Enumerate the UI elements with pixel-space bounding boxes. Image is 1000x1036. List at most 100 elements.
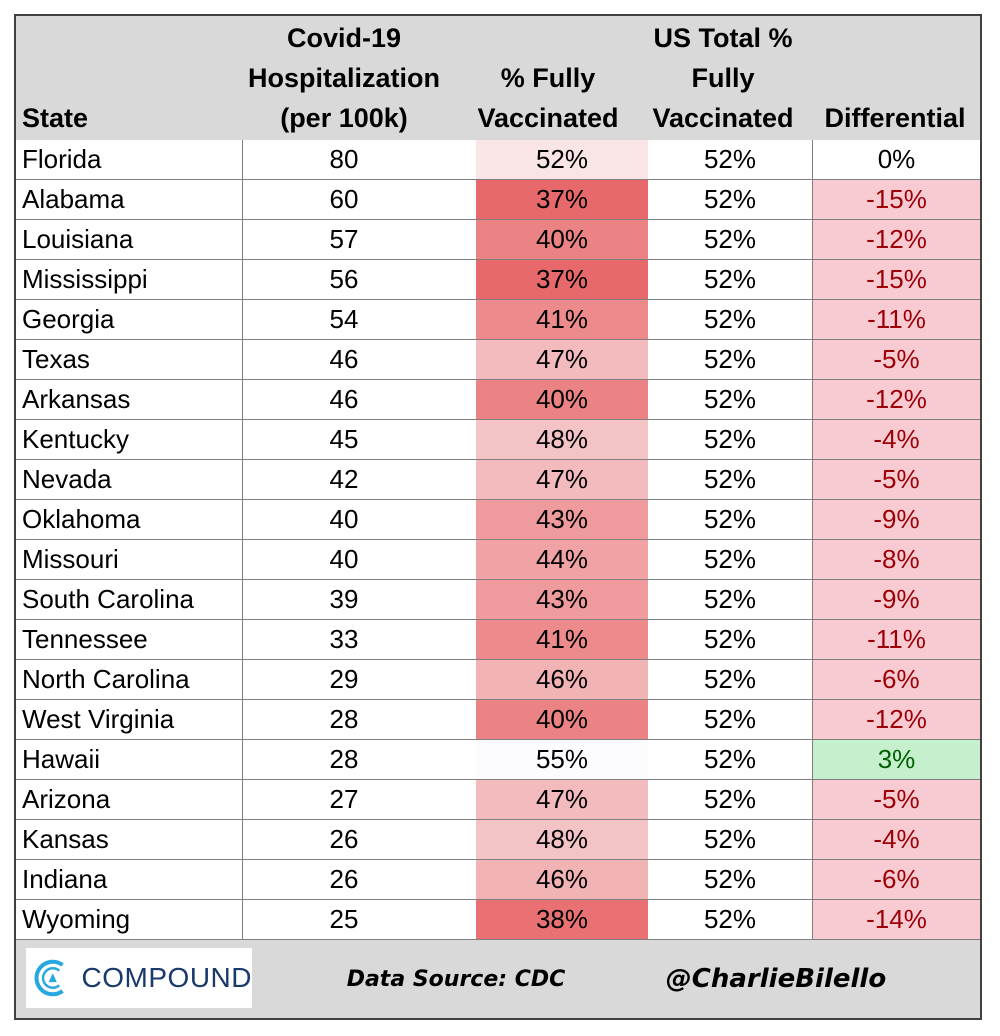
hospitalization-cell: 28 (329, 744, 359, 774)
column-divider (242, 820, 243, 859)
column-divider (812, 260, 813, 299)
state-cell: West Virginia (22, 704, 175, 734)
state-cell: Indiana (22, 864, 108, 894)
state-cell: Georgia (22, 304, 115, 334)
table-header: State Covid-19 Hospitalization (per 100k… (16, 16, 980, 142)
differential-cell: -11% (813, 620, 980, 659)
differential-cell: -12% (813, 700, 980, 739)
pct-vaccinated-cell: 48% (476, 820, 648, 859)
us-total-cell: 52% (703, 624, 757, 654)
data-table: State Covid-19 Hospitalization (per 100k… (14, 14, 982, 1020)
column-divider (242, 420, 243, 459)
us-total-cell: 52% (703, 784, 757, 814)
differential-cell: -15% (813, 260, 980, 299)
state-cell: Wyoming (22, 904, 131, 934)
state-cell: Louisiana (22, 224, 134, 254)
column-divider (242, 460, 243, 499)
us-total-cell: 52% (703, 904, 757, 934)
hospitalization-cell: 57 (329, 224, 359, 254)
differential-cell: -5% (813, 780, 980, 819)
pct-vaccinated-cell: 44% (476, 540, 648, 579)
us-total-cell: 52% (703, 704, 757, 734)
table-row: Missouri 40 44% 52% -8% (16, 540, 980, 580)
column-divider (812, 420, 813, 459)
column-divider (242, 220, 243, 259)
column-divider (242, 140, 243, 179)
header-differential: Differential (824, 103, 966, 133)
state-cell: North Carolina (22, 664, 190, 694)
pct-vaccinated-cell: 48% (476, 420, 648, 459)
differential-cell: -12% (813, 220, 980, 259)
differential-cell: -9% (813, 500, 980, 539)
us-total-cell: 52% (703, 664, 757, 694)
column-divider (242, 500, 243, 539)
us-total-cell: 52% (703, 304, 757, 334)
table-row: Indiana 26 46% 52% -6% (16, 860, 980, 900)
header-us-total: US Total % Fully Vaccinated (652, 23, 794, 133)
column-divider (242, 300, 243, 339)
column-divider (812, 660, 813, 699)
table-row: Tennessee 33 41% 52% -11% (16, 620, 980, 660)
us-total-cell: 52% (703, 184, 757, 214)
us-total-cell: 52% (703, 264, 757, 294)
differential-cell: -11% (813, 300, 980, 339)
hospitalization-cell: 56 (329, 264, 359, 294)
hospitalization-cell: 29 (329, 664, 359, 694)
differential-cell: -15% (813, 180, 980, 219)
header-pct-vaccinated: % Fully Vaccinated (477, 63, 619, 133)
us-total-cell: 52% (703, 824, 757, 854)
state-cell: Arizona (22, 784, 111, 814)
us-total-cell: 52% (703, 544, 757, 574)
table-row: Kentucky 45 48% 52% -4% (16, 420, 980, 460)
column-divider (812, 700, 813, 739)
pct-vaccinated-cell: 41% (476, 300, 648, 339)
column-divider (812, 900, 813, 939)
differential-cell: -12% (813, 380, 980, 419)
state-cell: Arkansas (22, 384, 131, 414)
us-total-cell: 52% (703, 464, 757, 494)
pct-vaccinated-cell: 55% (476, 740, 648, 779)
column-divider (242, 660, 243, 699)
differential-cell: -5% (813, 460, 980, 499)
table-row: Alabama 60 37% 52% -15% (16, 180, 980, 220)
hospitalization-cell: 26 (329, 864, 359, 894)
data-source: Data Source: CDC (346, 966, 566, 992)
column-divider (242, 860, 243, 899)
state-cell: Mississippi (22, 264, 148, 294)
us-total-cell: 52% (703, 224, 757, 254)
column-divider (812, 500, 813, 539)
hospitalization-cell: 28 (329, 704, 359, 734)
table-row: West Virginia 28 40% 52% -12% (16, 700, 980, 740)
state-cell: Missouri (22, 544, 119, 574)
column-divider (812, 540, 813, 579)
column-divider (812, 180, 813, 219)
state-cell: Alabama (22, 184, 125, 214)
table-row: Florida 80 52% 52% 0% (16, 140, 980, 180)
differential-cell: -9% (813, 580, 980, 619)
column-divider (812, 740, 813, 779)
us-total-cell: 52% (703, 424, 757, 454)
column-divider (812, 780, 813, 819)
state-cell: Nevada (22, 464, 112, 494)
table-row: Georgia 54 41% 52% -11% (16, 300, 980, 340)
table-row: North Carolina 29 46% 52% -6% (16, 660, 980, 700)
column-divider (242, 180, 243, 219)
differential-cell: -4% (813, 820, 980, 859)
header-hospitalization: Covid-19 Hospitalization (per 100k) (247, 23, 440, 133)
hospitalization-cell: 25 (329, 904, 359, 934)
pct-vaccinated-cell: 37% (476, 260, 648, 299)
column-divider (812, 140, 813, 179)
pct-vaccinated-cell: 46% (476, 860, 648, 899)
column-divider (242, 900, 243, 939)
differential-cell: -6% (813, 660, 980, 699)
hospitalization-cell: 80 (329, 144, 359, 174)
column-divider (242, 380, 243, 419)
table-row: South Carolina 39 43% 52% -9% (16, 580, 980, 620)
header-state: State (22, 103, 89, 133)
compound-logo-icon (34, 959, 64, 997)
differential-cell: -6% (813, 860, 980, 899)
differential-cell: -4% (813, 420, 980, 459)
table-row: Oklahoma 40 43% 52% -9% (16, 500, 980, 540)
pct-vaccinated-cell: 52% (476, 140, 648, 179)
column-divider (242, 540, 243, 579)
